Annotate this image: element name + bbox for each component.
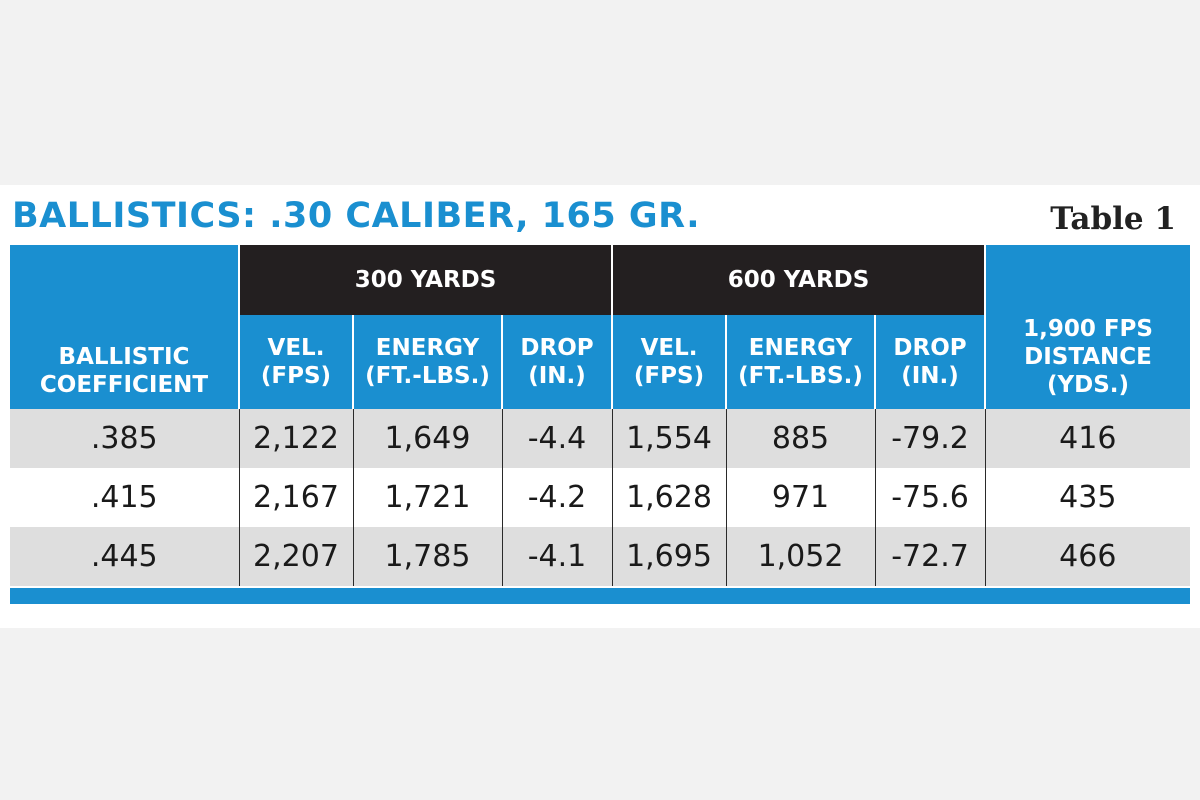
table-row: .445 2,207 1,785 -4.1 1,695 1,052 -72.7 …	[10, 527, 1191, 586]
top-background	[0, 0, 1200, 185]
cell-energy-300: 1,721	[352, 468, 503, 527]
header-dist-line2: DISTANCE	[1024, 344, 1152, 370]
header-vel-label: VEL.	[640, 335, 698, 361]
header-vel-label: VEL.	[267, 335, 325, 361]
table-row: .385 2,122 1,649 -4.4 1,554 885 -79.2 41…	[10, 409, 1191, 468]
header-dist-line3: (YDS.)	[1046, 372, 1130, 398]
cell-vel-600: 1,628	[611, 468, 727, 527]
header-drop-label: DROP	[893, 335, 967, 361]
table-bottom-bar	[10, 588, 1190, 604]
header-energy-300: ENERGY (FT.-LBS.)	[352, 315, 503, 409]
header-vel-600: VEL. (FPS)	[611, 315, 728, 409]
cell-energy-600: 885	[725, 409, 876, 468]
header-drop-600: DROP (IN.)	[874, 315, 987, 409]
header-energy-label: ENERGY	[748, 335, 853, 361]
cell-vel-600: 1,554	[611, 409, 727, 468]
table-number-label: Table 1	[1050, 201, 1176, 237]
header-dist-line1: 1,900 FPS	[1023, 316, 1153, 342]
header-energy-label: ENERGY	[375, 335, 480, 361]
header-vel-unit: (FPS)	[260, 363, 332, 389]
cell-drop-300: -4.4	[501, 409, 613, 468]
bottom-background	[0, 628, 1200, 800]
cell-bc: .415	[10, 468, 240, 527]
header-energy-600: ENERGY (FT.-LBS.)	[725, 315, 877, 409]
cell-drop-600: -79.2	[874, 409, 986, 468]
group-300-yards: 300 YARDS	[237, 245, 614, 315]
header-energy-unit: (FT.-LBS.)	[365, 363, 490, 389]
header-drop-label: DROP	[520, 335, 594, 361]
cell-vel-600: 1,695	[611, 527, 727, 586]
header-energy-unit: (FT.-LBS.)	[738, 363, 863, 389]
table-title: BALLISTICS: .30 CALIBER, 165 GR.	[12, 196, 701, 236]
cell-energy-300: 1,649	[352, 409, 503, 468]
header-bc-line1: BALLISTIC	[58, 344, 190, 370]
header-vel-300: VEL. (FPS)	[238, 315, 354, 409]
cell-drop-600: -72.7	[874, 527, 986, 586]
cell-vel-300: 2,122	[238, 409, 354, 468]
header-ballistic-coefficient: BALLISTIC COEFFICIENT	[10, 245, 239, 409]
cell-energy-300: 1,785	[352, 527, 503, 586]
cell-energy-600: 1,052	[725, 527, 876, 586]
cell-drop-300: -4.1	[501, 527, 613, 586]
cell-distance: 466	[984, 527, 1191, 586]
cell-vel-300: 2,207	[238, 527, 354, 586]
cell-energy-600: 971	[725, 468, 876, 527]
header-vel-unit: (FPS)	[633, 363, 705, 389]
cell-bc: .445	[10, 527, 240, 586]
header-drop-unit: (IN.)	[528, 363, 586, 389]
cell-drop-300: -4.2	[501, 468, 613, 527]
table-row: .415 2,167 1,721 -4.2 1,628 971 -75.6 43…	[10, 468, 1191, 527]
group-600-yards: 600 YARDS	[611, 245, 987, 315]
header-1900fps-distance: 1,900 FPS DISTANCE (YDS.)	[984, 245, 1191, 409]
cell-vel-300: 2,167	[238, 468, 354, 527]
header-drop-unit: (IN.)	[901, 363, 959, 389]
cell-distance: 435	[984, 468, 1191, 527]
cell-drop-600: -75.6	[874, 468, 986, 527]
header-bc-line2: COEFFICIENT	[39, 372, 209, 398]
header-drop-300: DROP (IN.)	[500, 315, 614, 409]
ballistics-table: BALLISTIC COEFFICIENT 300 YARDS 600 YARD…	[10, 245, 1191, 586]
cell-distance: 416	[984, 409, 1191, 468]
cell-bc: .385	[10, 409, 240, 468]
